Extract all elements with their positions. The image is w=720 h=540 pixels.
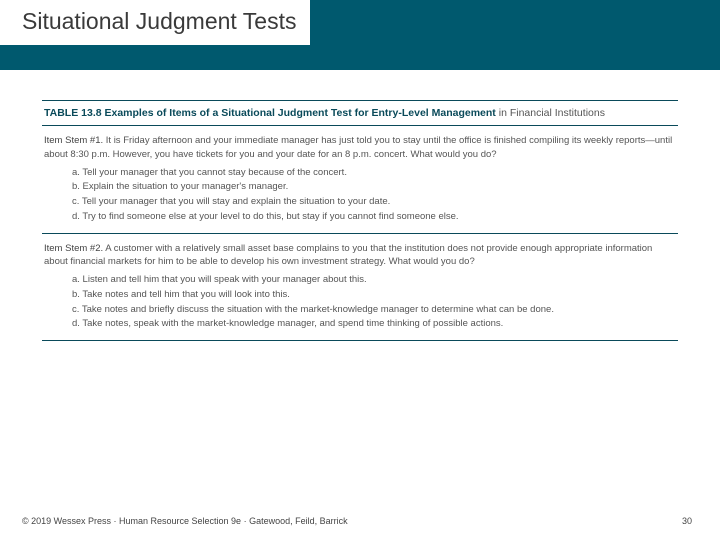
item-options: a. Tell your manager that you cannot sta… [44,166,676,224]
item-stem-text: It is Friday afternoon and your immediat… [44,135,672,160]
item-stem-text: A customer with a relatively small asset… [44,243,652,268]
title-container: Situational Judgment Tests [0,0,310,45]
slide-title: Situational Judgment Tests [22,8,296,35]
option: c. Tell your manager that you will stay … [72,195,676,209]
item-block: Item Stem #2. A customer with a relative… [42,233,678,341]
footer: © 2019 Wessex Press · Human Resource Sel… [0,516,720,526]
table-box: TABLE 13.8 Examples of Items of a Situat… [42,100,678,341]
item-options: a. Listen and tell him that you will spe… [44,273,676,331]
copyright-text: © 2019 Wessex Press · Human Resource Sel… [22,516,348,526]
item-stem-label: Item Stem #2. [44,243,103,254]
table-caption: TABLE 13.8 Examples of Items of a Situat… [42,101,678,126]
option: a. Tell your manager that you cannot sta… [72,166,676,180]
slide: Situational Judgment Tests TABLE 13.8 Ex… [0,0,720,540]
option: b. Take notes and tell him that you will… [72,288,676,302]
option: c. Take notes and briefly discuss the si… [72,303,676,317]
item-stem: Item Stem #1. It is Friday afternoon and… [44,134,676,162]
item-stem: Item Stem #2. A customer with a relative… [44,242,676,270]
page-number: 30 [682,516,692,526]
option: d. Try to find someone else at your leve… [72,210,676,224]
table-number: TABLE 13.8 [44,107,102,119]
item-block: Item Stem #1. It is Friday afternoon and… [42,126,678,233]
header-bar: Situational Judgment Tests [0,0,720,70]
table-title-tail: in Financial Institutions [496,107,605,119]
content-area: TABLE 13.8 Examples of Items of a Situat… [0,70,720,341]
item-stem-label: Item Stem #1. [44,135,103,146]
option: b. Explain the situation to your manager… [72,180,676,194]
table-title-main: Examples of Items of a Situational Judgm… [105,107,496,119]
option: a. Listen and tell him that you will spe… [72,273,676,287]
option: d. Take notes, speak with the market-kno… [72,317,676,331]
